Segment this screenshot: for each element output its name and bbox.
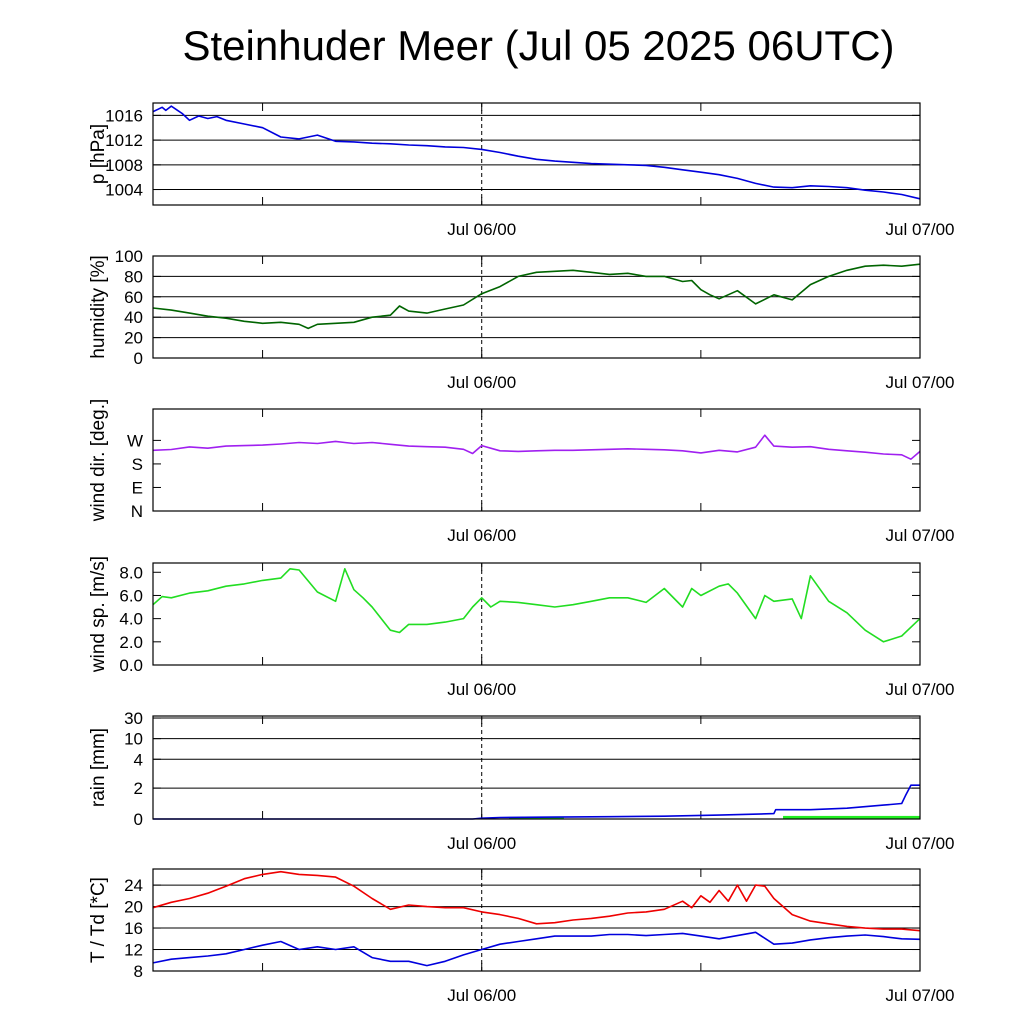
y-tick-label: 80	[124, 267, 143, 286]
y-tick-label: 0	[134, 810, 143, 829]
y-tick-label: 12	[124, 941, 143, 960]
y-tick-label: 8	[134, 962, 143, 981]
y-tick-label: 2.0	[119, 633, 143, 652]
series-line-wind_dir	[152, 434, 921, 460]
panel-temperature: 8 12 16 20 24 Jul 06/00 Jul 07/00 T / Td [*C]	[88, 868, 955, 1005]
plot-frame	[152, 255, 921, 359]
panel-pressure: 1004 1008 1012 1016 Jul 06/00 Jul 07/00 p [hPa…	[88, 102, 955, 239]
y-tick-label: 2	[134, 779, 143, 798]
y-tick-label: 1012	[105, 131, 143, 150]
x-tick-label: Jul 07/00	[886, 986, 955, 1005]
y-tick-label: 20	[124, 329, 143, 348]
y-axis-label: p [hPa]	[88, 124, 109, 184]
x-tick-label: Jul 06/00	[447, 526, 516, 545]
y-tick-label: 6.0	[119, 586, 143, 605]
page-title: Steinhuder Meer (Jul 05 2025 06UTC)	[182, 22, 895, 69]
y-tick-label: 1008	[105, 156, 143, 175]
y-tick-label: 24	[124, 876, 143, 895]
y-axis-label: wind dir. [deg.]	[88, 399, 109, 523]
y-tick-label: 4	[134, 750, 143, 769]
x-tick-label: Jul 07/00	[886, 834, 955, 853]
rain-bar	[783, 815, 920, 819]
x-tick-label: Jul 06/00	[447, 373, 516, 392]
y-axis-label: wind sp. [m/s]	[88, 556, 109, 673]
series-line-humidity	[152, 263, 921, 330]
y-tick-label: 30	[124, 709, 143, 728]
series-line-rain	[153, 784, 920, 820]
x-tick-label: Jul 06/00	[447, 680, 516, 699]
plot-frame	[152, 102, 921, 206]
y-tick-label: 10	[124, 730, 143, 749]
y-tick-label: S	[132, 455, 143, 474]
y-tick-label: W	[127, 431, 143, 450]
x-tick-label: Jul 06/00	[447, 220, 516, 239]
y-tick-label: 0	[134, 349, 143, 368]
x-tick-label: Jul 07/00	[886, 526, 955, 545]
panel-wind_speed: 0.0 2.0 4.0 6.0 8.0 Jul 06/00 Jul 07/00 wind sp…	[88, 556, 955, 699]
x-tick-label: Jul 07/00	[886, 373, 955, 392]
y-tick-label: 60	[124, 288, 143, 307]
y-tick-label: 8.0	[119, 563, 143, 582]
x-tick-label: Jul 06/00	[447, 834, 516, 853]
plot-frame	[152, 715, 921, 820]
y-tick-label: 0.0	[119, 656, 143, 675]
plot-frame	[152, 562, 921, 666]
y-tick-label: 4.0	[119, 610, 143, 629]
y-axis-label: T / Td [*C]	[88, 877, 109, 963]
y-tick-label: 100	[115, 247, 143, 266]
series-line-Td	[152, 931, 921, 967]
y-tick-label: 1016	[105, 106, 143, 125]
plot-frame	[152, 408, 921, 512]
panel-rain: 0 2 410 30 Jul 06/00 Jul 07/00 rain [mm]	[88, 709, 955, 853]
plot-frame	[152, 868, 921, 972]
y-tick-label: 40	[124, 308, 143, 327]
y-tick-label: 16	[124, 919, 143, 938]
x-tick-label: Jul 07/00	[886, 220, 955, 239]
y-tick-label: N	[131, 502, 143, 521]
y-axis-label: humidity [%]	[88, 255, 109, 358]
series-line-wind_speed	[152, 568, 921, 643]
y-tick-label: 1004	[105, 181, 143, 200]
y-tick-label: E	[132, 478, 143, 497]
y-axis-label: rain [mm]	[88, 728, 109, 807]
x-tick-label: Jul 06/00	[447, 986, 516, 1005]
y-tick-label: 20	[124, 898, 143, 917]
series-line-T	[152, 870, 921, 932]
rain-bar	[509, 817, 564, 819]
x-tick-label: Jul 07/00	[886, 680, 955, 699]
series-line-pressure	[152, 105, 921, 200]
